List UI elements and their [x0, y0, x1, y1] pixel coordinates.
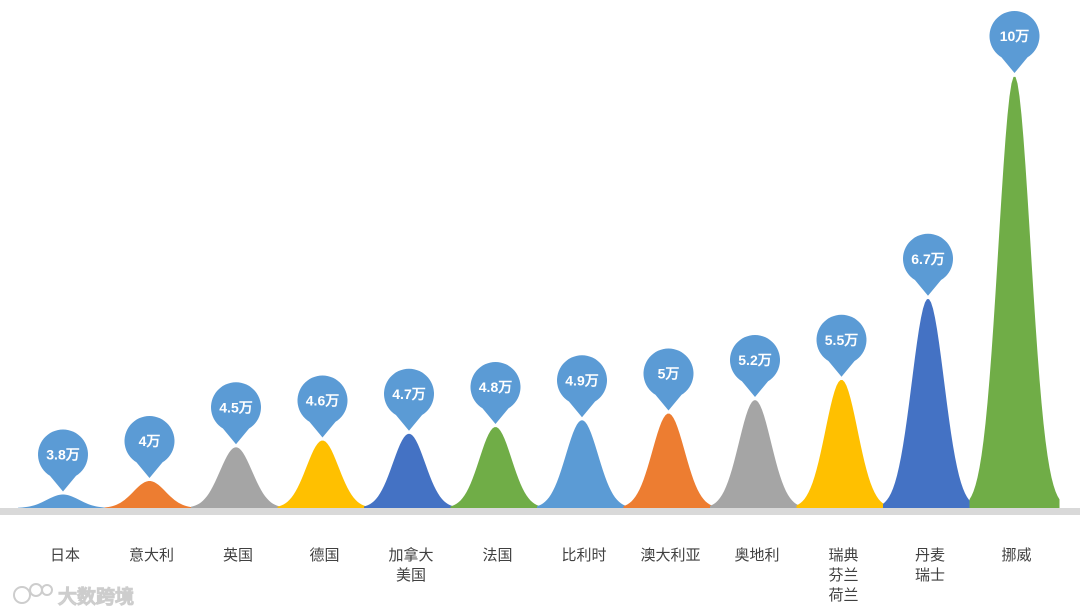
category-label: 芬兰 — [828, 566, 858, 584]
category-label: 奥地利 — [734, 546, 779, 564]
data-label: 3.8万 — [46, 447, 79, 463]
peak-6 — [450, 427, 541, 509]
category-label: 荷兰 — [828, 586, 858, 604]
data-label: 10万 — [1000, 28, 1030, 44]
data-label-pin: 6.7万 — [902, 233, 953, 296]
data-label-pin: 4.8万 — [470, 361, 521, 424]
data-label-pin: 4万 — [124, 415, 175, 478]
data-label: 4.8万 — [479, 379, 512, 395]
data-label-pin: 4.5万 — [211, 382, 261, 445]
category-label: 澳大利亚 — [640, 546, 700, 564]
pin-marker-icon — [470, 361, 521, 424]
peak-3 — [191, 447, 281, 509]
data-label: 4.5万 — [219, 399, 252, 415]
pin-marker-icon — [124, 415, 175, 478]
data-label: 4.9万 — [565, 372, 598, 388]
data-label-pin: 10万 — [989, 10, 1040, 73]
pin-marker-icon — [557, 355, 607, 418]
peak-series — [18, 76, 1060, 509]
category-label: 瑞士 — [915, 566, 945, 584]
category-label: 丹麦 — [915, 546, 945, 564]
data-label: 4.7万 — [392, 386, 425, 402]
peak-2 — [104, 481, 195, 509]
peak-5 — [364, 433, 454, 509]
category-label: 加拿大 — [388, 546, 433, 564]
pin-marker-icon — [902, 233, 953, 296]
data-label: 5万 — [658, 366, 680, 382]
pin-marker-icon — [989, 10, 1040, 73]
data-label: 6.7万 — [911, 251, 944, 267]
data-label: 4万 — [139, 433, 161, 449]
data-label-pin: 5万 — [643, 348, 694, 411]
category-label: 瑞典 — [828, 546, 858, 564]
data-label-pin: 4.9万 — [557, 355, 607, 418]
category-label: 挪威 — [1001, 546, 1031, 564]
data-label-pin: 5.5万 — [816, 314, 867, 377]
watermark: 大数跨境 — [13, 583, 134, 608]
pin-marker-icon — [730, 334, 780, 397]
data-label: 5.2万 — [738, 352, 771, 368]
watermark-logo-icon — [13, 583, 53, 604]
data-label: 4.6万 — [306, 393, 339, 409]
watermark-text: 大数跨境 — [58, 585, 134, 608]
data-label: 5.5万 — [825, 332, 858, 348]
baseline — [0, 508, 1080, 515]
peak-9 — [710, 400, 800, 509]
peak-8 — [623, 413, 714, 509]
peak-7 — [537, 420, 627, 509]
pin-marker-icon — [383, 368, 434, 431]
category-label: 意大利 — [129, 546, 174, 564]
data-label-pin: 4.6万 — [297, 375, 348, 438]
category-label: 日本 — [50, 546, 80, 564]
data-label-group: 3.8万 4万 4.5万 4.6万 4.7万 4.8万 4.9万 5万 5.2万 5.5万 6.7万… — [38, 10, 1040, 492]
pin-marker-icon — [211, 382, 261, 445]
pin-marker-icon — [38, 429, 88, 492]
peak-11 — [883, 299, 973, 509]
pin-marker-icon — [816, 314, 867, 377]
category-label: 法国 — [482, 546, 512, 564]
data-label-pin: 3.8万 — [38, 429, 88, 492]
peak-12 — [969, 76, 1060, 509]
pin-marker-icon — [643, 348, 694, 411]
peak-10 — [796, 380, 887, 509]
category-label: 英国 — [223, 546, 253, 564]
category-label: 美国 — [396, 566, 426, 584]
data-label-pin: 5.2万 — [730, 334, 780, 397]
category-label: 德国 — [309, 546, 339, 564]
category-label: 比利时 — [561, 546, 606, 564]
pin-marker-icon — [297, 375, 348, 438]
peak-4 — [277, 440, 368, 509]
peak-1 — [18, 494, 108, 509]
data-label-pin: 4.7万 — [383, 368, 434, 431]
